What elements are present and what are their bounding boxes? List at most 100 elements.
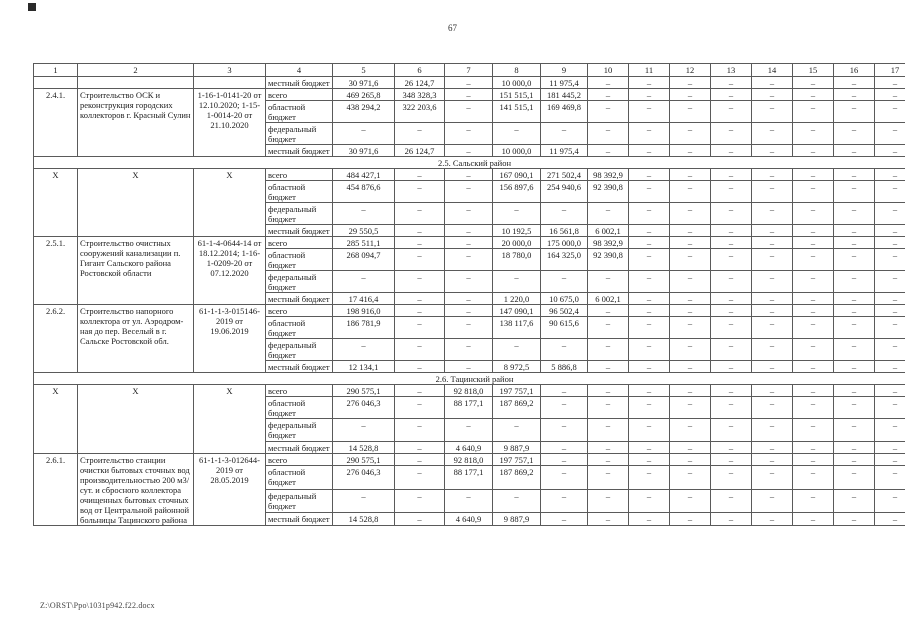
project-number-cell [33, 75, 78, 90]
section-header-row: 2.6. Тацинский район [33, 372, 905, 386]
value-cell: – [833, 452, 875, 467]
value-cell: 92 818,0 [444, 384, 493, 398]
value-cell: – [874, 418, 905, 442]
budget-type-cell: федеральный бюджет [265, 122, 333, 146]
value-cell: – [669, 396, 711, 420]
value-cell: – [710, 465, 752, 490]
value-cell: 14 528,8 [332, 511, 395, 526]
value-cell: – [710, 304, 752, 318]
value-cell: – [792, 270, 834, 294]
value-cell: – [492, 488, 541, 513]
value-cell: – [394, 396, 445, 420]
project-number-cell: 2.6.2. [33, 304, 78, 374]
value-cell: 92 390,8 [587, 248, 629, 272]
value-cell: – [792, 465, 834, 490]
column-number-cell: 10 [587, 63, 629, 77]
value-cell: 9 887,9 [492, 440, 541, 454]
value-cell: 6 002,1 [587, 292, 629, 306]
value-cell: – [792, 292, 834, 306]
budget-type-cell: всего [265, 452, 333, 467]
value-cell: – [792, 75, 834, 90]
value-cell: – [587, 338, 629, 362]
value-cell: – [710, 270, 752, 294]
value-cell: – [587, 384, 629, 398]
column-number-cell: 6 [394, 63, 445, 77]
budget-type-cell: областной бюджет [265, 465, 333, 490]
value-cell: – [669, 75, 711, 90]
value-cell: – [394, 511, 445, 526]
column-number-cell: 1 [33, 63, 78, 77]
column-number-cell: 2 [77, 63, 194, 77]
value-cell: – [669, 418, 711, 442]
value-cell: – [792, 236, 834, 250]
value-cell: – [751, 270, 793, 294]
value-cell: – [833, 100, 875, 124]
value-cell: – [669, 488, 711, 513]
value-cell: – [710, 396, 752, 420]
value-cell: – [669, 316, 711, 340]
value-cell: – [874, 488, 905, 513]
value-cell: – [751, 511, 793, 526]
table-row: областной бюджет 276 046,3–88 177,1 187 86… [34, 465, 905, 490]
value-cell: – [628, 316, 670, 340]
value-cell: – [669, 465, 711, 490]
document-file-path: Z:\ORST\Ppo\1031p942.f22.docx [40, 601, 155, 610]
value-cell: 156 897,6 [492, 180, 541, 204]
value-cell: 285 511,1 [332, 236, 395, 250]
value-cell: – [587, 465, 629, 490]
value-cell: – [751, 236, 793, 250]
value-cell: – [444, 122, 493, 146]
value-cell: – [394, 384, 445, 398]
page-number: 67 [448, 23, 457, 33]
value-cell: – [628, 304, 670, 318]
project-name-cell: Строительство напорного коллектора от ул… [77, 304, 194, 374]
table-row: федеральный бюджет – – – – – – – – – – – – – [34, 418, 905, 442]
table-body: местный бюджет 30 971,6 26 124,7–10 000,0 1… [33, 75, 905, 526]
value-cell: – [833, 180, 875, 204]
budget-type-cell: местный бюджет [265, 224, 333, 238]
value-cell: – [751, 396, 793, 420]
value-cell: – [444, 270, 493, 294]
value-cell: – [710, 122, 752, 146]
value-cell: – [628, 384, 670, 398]
value-cell: – [444, 338, 493, 362]
value-cell: – [394, 180, 445, 204]
column-number-cell: 4 [265, 63, 333, 77]
value-cell: – [751, 360, 793, 374]
value-cell: – [669, 292, 711, 306]
value-cell: – [833, 236, 875, 250]
value-cell: – [669, 360, 711, 374]
value-cell: – [792, 180, 834, 204]
value-cell: – [710, 144, 752, 158]
value-cell: – [628, 396, 670, 420]
value-cell: 141 515,1 [492, 100, 541, 124]
value-cell: – [874, 224, 905, 238]
value-cell: 322 203,6 [394, 100, 445, 124]
project-code-cell: X [193, 168, 266, 238]
value-cell: – [444, 236, 493, 250]
value-cell: – [874, 396, 905, 420]
column-number-cell: 9 [540, 63, 588, 77]
value-cell: – [833, 248, 875, 272]
value-cell: 254 940,6 [540, 180, 588, 204]
value-cell: – [540, 396, 588, 420]
value-cell: – [751, 248, 793, 272]
value-cell: – [874, 100, 905, 124]
value-cell: – [874, 122, 905, 146]
value-cell: – [833, 88, 875, 102]
value-cell: – [628, 360, 670, 374]
column-number-cell: 13 [710, 63, 752, 77]
project-number-cell: 2.5.1. [33, 236, 78, 306]
value-cell: – [710, 248, 752, 272]
budget-type-cell: федеральный бюджет [265, 488, 333, 513]
value-cell: 96 502,4 [540, 304, 588, 318]
value-cell: – [792, 248, 834, 272]
value-cell: – [587, 100, 629, 124]
value-cell: – [394, 304, 445, 318]
budget-type-cell: местный бюджет [265, 144, 333, 158]
value-cell: – [751, 418, 793, 442]
value-cell: 4 640,9 [444, 440, 493, 454]
project-name-cell: X [77, 168, 194, 238]
value-cell: – [710, 88, 752, 102]
